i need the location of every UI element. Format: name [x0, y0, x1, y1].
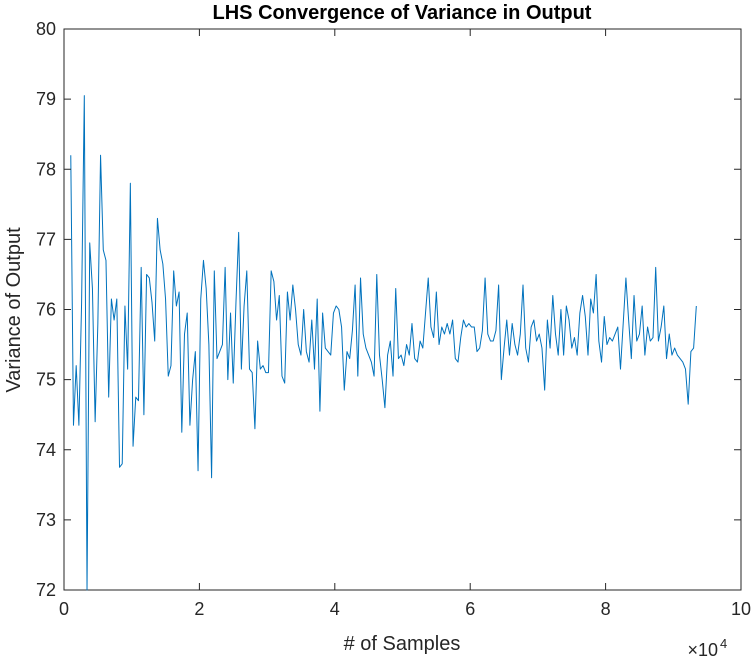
y-tick-label: 76 [36, 300, 56, 320]
x-axis-label: # of Samples [344, 633, 461, 655]
x-tick-label: 8 [601, 599, 611, 619]
x-tick-label: 0 [59, 599, 69, 619]
y-tick-label: 77 [36, 229, 56, 249]
x-axis-multiplier-exponent: 4 [720, 636, 727, 651]
series-line [70, 95, 697, 591]
y-tick-label: 79 [36, 89, 56, 109]
x-axis-multiplier: ×10 [687, 640, 718, 658]
y-tick-label: 80 [36, 19, 56, 39]
x-tick-label: 4 [330, 599, 340, 619]
y-tick-label: 78 [36, 159, 56, 179]
y-tick-label: 72 [36, 580, 56, 600]
y-axis-ticks: 72 73 74 75 76 77 78 79 80 [36, 19, 741, 600]
y-tick-label: 75 [36, 370, 56, 390]
y-axis-label: Variance of Output [3, 227, 25, 393]
x-tick-label: 10 [731, 599, 751, 619]
x-tick-label: 6 [465, 599, 475, 619]
x-tick-label: 2 [194, 599, 204, 619]
y-tick-label: 74 [36, 440, 56, 460]
chart-title: LHS Convergence of Variance in Output [213, 2, 592, 24]
x-axis-ticks: 0 2 4 6 8 10 [59, 29, 751, 619]
y-tick-label: 73 [36, 510, 56, 530]
plot-area [63, 28, 742, 591]
